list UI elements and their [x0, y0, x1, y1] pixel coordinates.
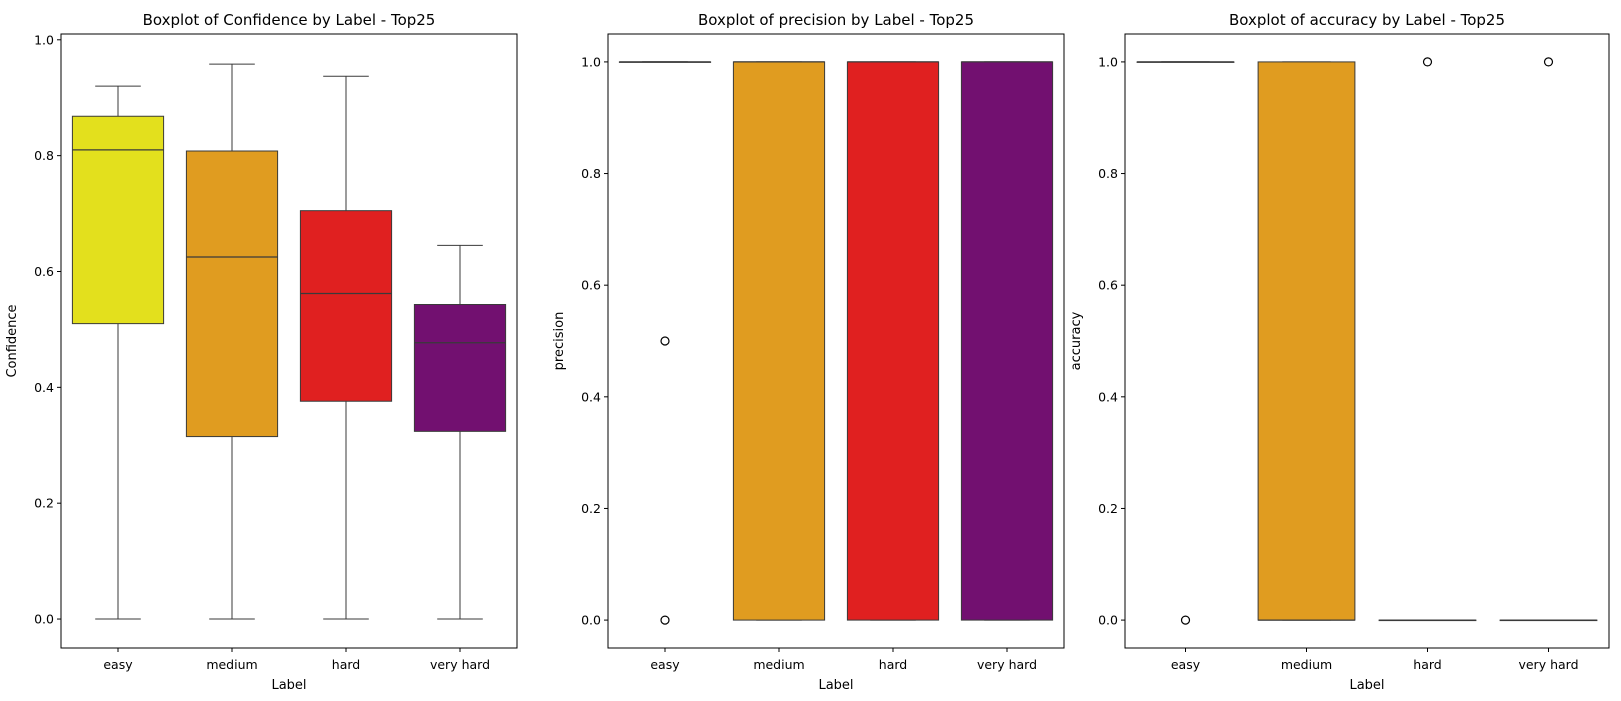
- x-tick-label: medium: [753, 657, 804, 672]
- y-tick-label: 0.2: [1098, 501, 1118, 516]
- outlier-point: [660, 615, 670, 625]
- subplot-1: Boxplot of Confidence by Label - Top25 0.…: [5, 11, 518, 693]
- x-axis-label: Label: [818, 678, 853, 693]
- chart-title: Boxplot of accuracy by Label - Top25: [1229, 11, 1505, 29]
- outlier-point: [1543, 57, 1554, 67]
- plot-frame: [1124, 33, 1610, 649]
- y-tick-label: 0.8: [34, 148, 54, 163]
- y-tick-label: 0.4: [34, 380, 54, 395]
- y-tick-label: 0.0: [1098, 613, 1118, 628]
- y-tick-label: 0.0: [34, 612, 54, 627]
- x-tick-label: hard: [1413, 657, 1441, 672]
- x-tick-label: easy: [650, 657, 680, 672]
- y-tick-label: 0.6: [581, 278, 601, 293]
- box-hard: [299, 210, 393, 402]
- y-tick-label: 1.0: [34, 32, 54, 47]
- y-tick-label: 1.0: [1098, 54, 1118, 69]
- y-tick-label: 0.6: [34, 264, 54, 279]
- box-medium: [185, 150, 279, 438]
- y-tick-label: 1.0: [581, 54, 601, 69]
- y-tick-label: 0.4: [581, 389, 601, 404]
- plot-frame: [607, 33, 1065, 649]
- y-tick-label: 0.8: [581, 166, 601, 181]
- y-tick-label: 0.6: [1098, 278, 1118, 293]
- y-axis-label: Confidence: [5, 304, 20, 377]
- x-tick-label: very hard: [977, 657, 1037, 672]
- x-tick-label: hard: [332, 657, 360, 672]
- x-tick-label: easy: [103, 657, 133, 672]
- x-axis-label: Label: [271, 678, 306, 693]
- x-tick-label: medium: [1281, 657, 1332, 672]
- y-axis-label: precision: [552, 312, 567, 371]
- x-tick-label: easy: [1171, 657, 1201, 672]
- y-axis-label: accuracy: [1069, 311, 1084, 370]
- box-easy: [71, 115, 165, 325]
- y-tick-label: 0.8: [1098, 166, 1118, 181]
- subplot-2: Boxplot of precision by Label - Top25 0.0…: [552, 11, 1065, 693]
- box-medium: [1257, 61, 1356, 621]
- outlier-point: [1180, 615, 1191, 625]
- x-tick-label: hard: [879, 657, 907, 672]
- x-tick-label: very hard: [1518, 657, 1578, 672]
- x-tick-label: very hard: [430, 657, 490, 672]
- y-tick-label: 0.4: [1098, 389, 1118, 404]
- subplot-3: Boxplot of accuracy by Label - Top25 0.0 0…: [1069, 11, 1610, 693]
- chart-title: Boxplot of precision by Label - Top25: [698, 11, 974, 29]
- y-tick-label: 0.2: [581, 501, 601, 516]
- y-tick-label: 0.2: [34, 496, 54, 511]
- y-tick-label: 0.0: [581, 613, 601, 628]
- box-very-hard: [960, 61, 1054, 621]
- x-axis-label: Label: [1349, 678, 1384, 693]
- plot-frame: [60, 33, 518, 649]
- chart-title: Boxplot of Confidence by Label - Top25: [143, 11, 436, 29]
- box-hard: [846, 61, 940, 621]
- outlier-point: [1422, 57, 1433, 67]
- box-very-hard: [413, 304, 507, 432]
- outlier-point: [660, 336, 670, 346]
- x-tick-label: medium: [206, 657, 257, 672]
- box-medium: [732, 61, 826, 621]
